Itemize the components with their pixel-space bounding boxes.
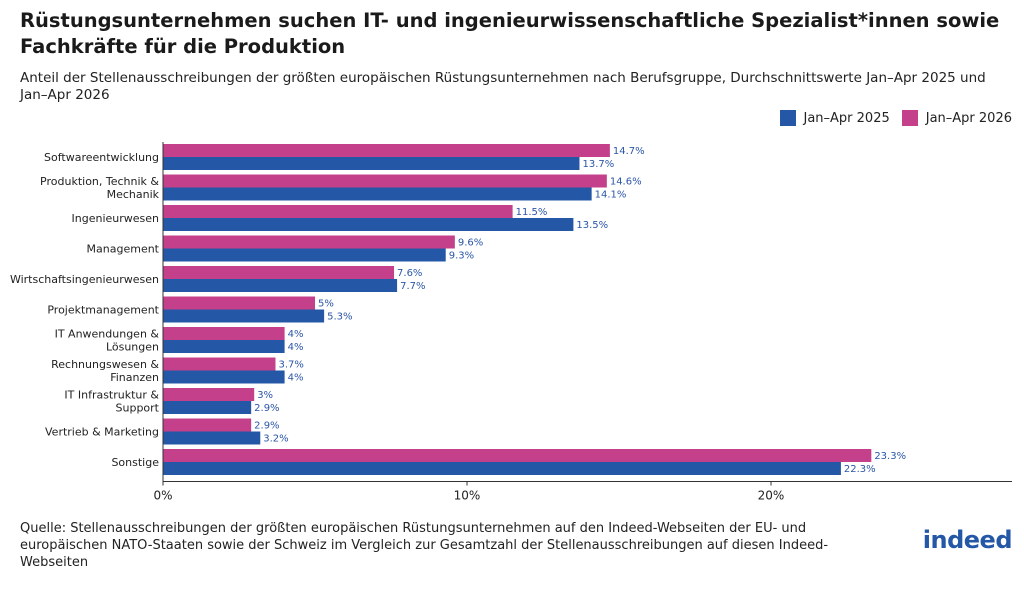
category-label: Sonstige <box>111 456 159 469</box>
bar-2026 <box>163 266 395 279</box>
category-label: Mechanik <box>107 188 160 201</box>
bar-2025 <box>163 187 592 201</box>
data-label-2025: 4% <box>288 373 304 384</box>
data-label-2025: 4% <box>288 342 304 353</box>
category-label: Ingenieurwesen <box>72 212 160 225</box>
chart-title: Rüstungsunternehmen suchen IT- und ingen… <box>20 9 1000 58</box>
category-label: Support <box>116 402 160 415</box>
bar-2026 <box>163 388 255 401</box>
data-label-2026: 14.6% <box>610 177 642 188</box>
data-label-2025: 9.3% <box>449 251 474 262</box>
data-label-2026: 2.9% <box>254 421 279 432</box>
bar-2026 <box>163 418 252 432</box>
category-label: Finanzen <box>110 371 159 384</box>
bar-2026 <box>163 144 610 157</box>
data-label-2026: 9.6% <box>458 238 483 249</box>
legend-item-2025: Jan–Apr 2025 <box>779 110 890 126</box>
category-label: Vertrieb & Marketing <box>45 426 159 439</box>
data-label-2026: 3% <box>257 390 273 401</box>
bar-2025 <box>163 309 325 323</box>
bar-2025 <box>163 279 398 292</box>
bar-2026 <box>163 327 285 340</box>
bar-2025 <box>163 431 261 445</box>
data-label-2025: 7.7% <box>400 281 425 292</box>
bar-2025 <box>163 370 285 384</box>
chart-subtitle: Anteil der Stellenausschreibungen der gr… <box>20 70 986 103</box>
data-label-2025: 14.1% <box>595 190 627 201</box>
bar-2026 <box>163 205 513 218</box>
bar-2026 <box>163 449 872 462</box>
data-label-2025: 13.5% <box>576 220 608 231</box>
category-label: Lösungen <box>106 341 159 354</box>
data-label-2025: 5.3% <box>327 312 352 323</box>
category-label: Softwareentwicklung <box>44 151 159 164</box>
bar-2025 <box>163 401 252 414</box>
x-tick-label: 10% <box>454 489 481 503</box>
legend-item-2026: Jan–Apr 2026 <box>901 110 1012 126</box>
category-label: Projektmanagement <box>47 304 159 317</box>
category-label: Wirtschaftsingenieurwesen <box>10 273 159 286</box>
category-label: Management <box>87 243 160 256</box>
legend-swatch-2025 <box>779 110 796 126</box>
legend-label-2026: Jan–Apr 2026 <box>925 110 1012 126</box>
x-tick-label: 20% <box>758 489 785 503</box>
bar-2025 <box>163 157 580 170</box>
bar-2025 <box>163 340 285 353</box>
data-label-2026: 4% <box>288 329 304 340</box>
data-label-2025: 22.3% <box>844 464 876 475</box>
category-label: Produktion, Technik & <box>40 175 159 188</box>
data-label-2026: 7.6% <box>397 268 422 279</box>
bar-2026 <box>163 296 315 310</box>
data-label-2026: 11.5% <box>516 207 548 218</box>
bar-2025 <box>163 462 841 475</box>
bar-2026 <box>163 174 607 188</box>
data-label-2026: 23.3% <box>874 451 906 462</box>
data-label-2025: 2.9% <box>254 403 279 414</box>
bar-2025 <box>163 248 446 262</box>
x-tick-label: 0% <box>153 489 172 503</box>
category-label: Rechnungswesen & <box>51 358 159 371</box>
data-label-2026: 3.7% <box>278 360 303 371</box>
legend-label-2025: Jan–Apr 2025 <box>803 110 890 126</box>
data-label-2026: 14.7% <box>613 146 645 157</box>
legend: Jan–Apr 2025 Jan–Apr 2026 <box>768 110 1012 126</box>
bar-2026 <box>163 357 276 371</box>
data-label-2025: 3.2% <box>263 434 288 445</box>
category-label: IT Anwendungen & <box>55 328 160 341</box>
category-label: IT Infrastruktur & <box>64 389 159 402</box>
source-note: Quelle: Stellenausschreibungen der größt… <box>20 521 829 570</box>
bar-2026 <box>163 235 455 249</box>
data-label-2026: 5% <box>318 299 334 310</box>
legend-swatch-2026 <box>901 110 918 126</box>
indeed-logo: indeed <box>922 526 1013 554</box>
data-label-2025: 13.7% <box>582 159 614 170</box>
bar-2025 <box>163 218 574 231</box>
